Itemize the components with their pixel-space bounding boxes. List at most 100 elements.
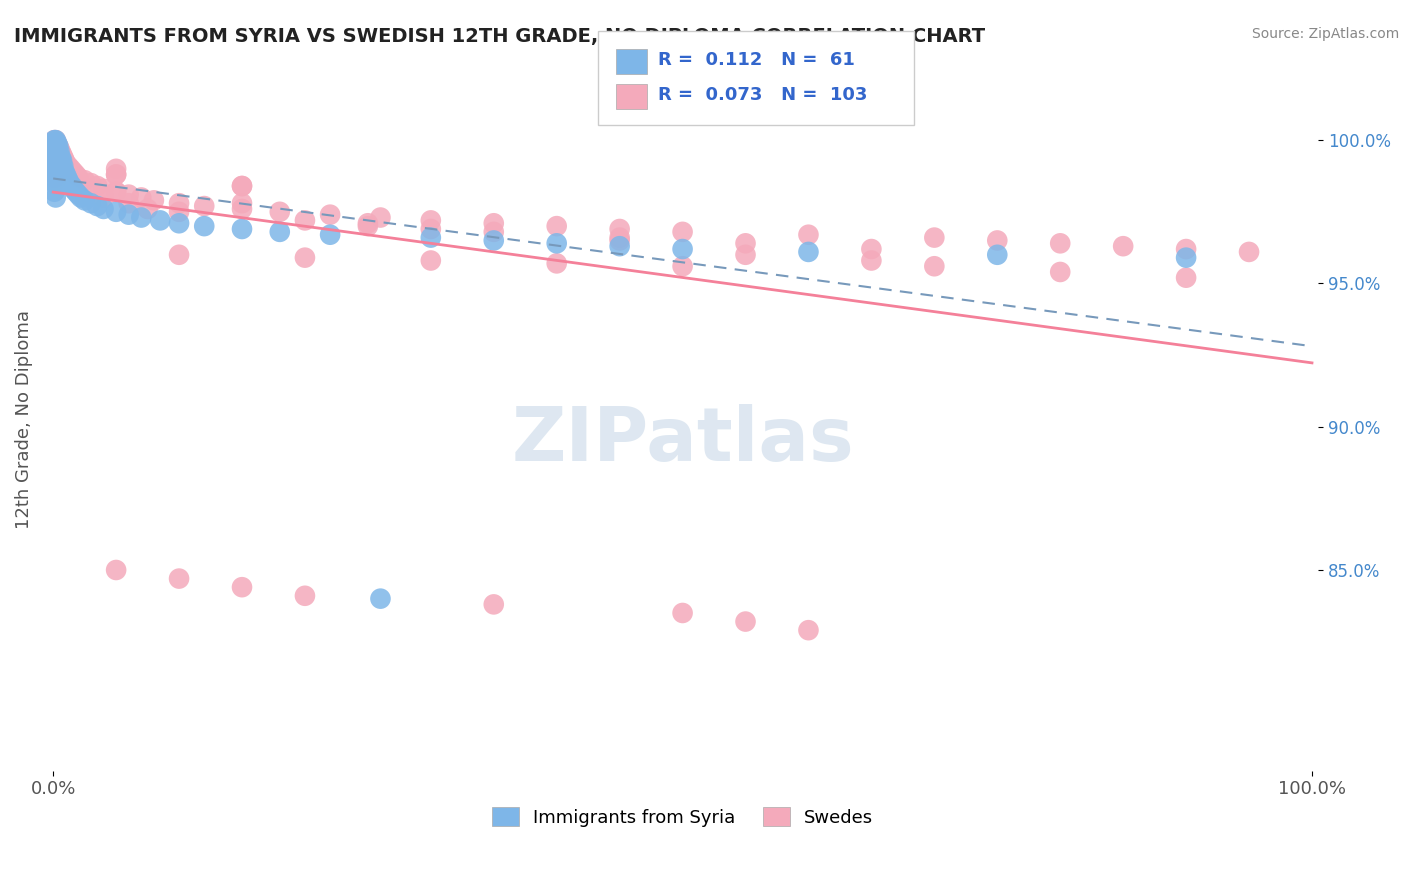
Point xyxy=(45,176,67,190)
Text: R =  0.073   N =  103: R = 0.073 N = 103 xyxy=(658,87,868,104)
Point xyxy=(924,230,946,244)
Point xyxy=(55,156,77,170)
Point xyxy=(62,164,84,178)
Point xyxy=(70,190,93,204)
Point xyxy=(129,190,152,204)
Point xyxy=(370,211,392,225)
Point xyxy=(546,256,568,270)
Point xyxy=(62,182,84,196)
Point xyxy=(269,225,291,239)
Point xyxy=(986,248,1008,262)
Point xyxy=(546,219,568,234)
Point xyxy=(167,572,190,586)
Point xyxy=(419,213,441,227)
Point xyxy=(73,173,96,187)
Point xyxy=(58,159,80,173)
Point xyxy=(45,156,67,170)
Point xyxy=(45,145,67,159)
Point xyxy=(1237,244,1260,259)
Point xyxy=(48,147,70,161)
Point xyxy=(546,236,568,251)
Point xyxy=(1175,242,1198,256)
Point xyxy=(118,196,141,211)
Point xyxy=(319,208,342,222)
Point xyxy=(193,199,215,213)
Point xyxy=(294,589,316,603)
Text: IMMIGRANTS FROM SYRIA VS SWEDISH 12TH GRADE, NO DIPLOMA CORRELATION CHART: IMMIGRANTS FROM SYRIA VS SWEDISH 12TH GR… xyxy=(14,27,986,45)
Point xyxy=(609,230,631,244)
Point xyxy=(44,159,66,173)
Point xyxy=(609,239,631,253)
Point xyxy=(357,216,380,230)
Point xyxy=(86,179,108,194)
Point xyxy=(118,187,141,202)
Point xyxy=(482,234,505,248)
Point xyxy=(51,153,73,168)
Point xyxy=(671,606,693,620)
Point xyxy=(46,145,69,159)
Point xyxy=(105,185,128,199)
Point xyxy=(1049,265,1071,279)
Point xyxy=(80,176,103,190)
Point xyxy=(294,213,316,227)
Point xyxy=(1175,251,1198,265)
Point xyxy=(51,147,73,161)
Point xyxy=(609,222,631,236)
Point xyxy=(52,150,75,164)
Point xyxy=(45,161,67,176)
Point xyxy=(797,623,820,637)
Point xyxy=(44,147,66,161)
Point xyxy=(269,204,291,219)
Point xyxy=(482,598,505,612)
Point xyxy=(45,133,67,147)
Point xyxy=(86,199,108,213)
Point xyxy=(46,150,69,164)
Point xyxy=(45,142,67,156)
Point xyxy=(734,236,756,251)
Point xyxy=(671,242,693,256)
Point xyxy=(860,253,883,268)
Point xyxy=(48,142,70,156)
Point xyxy=(46,136,69,150)
Point xyxy=(44,139,66,153)
Point xyxy=(44,142,66,156)
Point xyxy=(60,179,83,194)
Point xyxy=(80,196,103,211)
Point xyxy=(93,190,115,204)
Point xyxy=(65,168,87,182)
Y-axis label: 12th Grade, No Diploma: 12th Grade, No Diploma xyxy=(15,310,32,529)
Point xyxy=(45,142,67,156)
Point xyxy=(46,150,69,164)
Point xyxy=(44,170,66,185)
Point xyxy=(93,202,115,216)
Point xyxy=(167,248,190,262)
Point xyxy=(58,173,80,187)
Point xyxy=(142,194,165,208)
Point xyxy=(105,563,128,577)
Point xyxy=(51,161,73,176)
Point xyxy=(45,173,67,187)
Point xyxy=(986,234,1008,248)
Point xyxy=(105,168,128,182)
Point xyxy=(45,147,67,161)
Point xyxy=(671,225,693,239)
Point xyxy=(129,211,152,225)
Point xyxy=(53,164,76,178)
Point xyxy=(46,150,69,164)
Point xyxy=(45,133,67,147)
Point xyxy=(105,161,128,176)
Point xyxy=(44,168,66,182)
Point xyxy=(58,176,80,190)
Point xyxy=(44,133,66,147)
Point xyxy=(231,196,253,211)
Point xyxy=(482,225,505,239)
Point xyxy=(294,251,316,265)
Point xyxy=(419,230,441,244)
Point xyxy=(67,170,90,185)
Point xyxy=(734,615,756,629)
Point xyxy=(797,244,820,259)
Point xyxy=(370,591,392,606)
Text: ZIPatlas: ZIPatlas xyxy=(512,404,853,477)
Point xyxy=(671,259,693,273)
Point xyxy=(136,202,159,216)
